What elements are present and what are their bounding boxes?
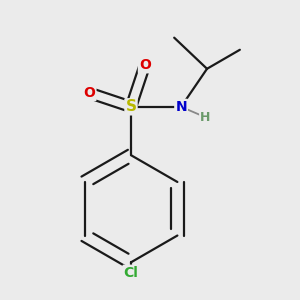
Text: H: H <box>200 111 211 124</box>
Text: S: S <box>125 99 136 114</box>
Text: O: O <box>84 86 95 100</box>
Text: Cl: Cl <box>124 266 138 280</box>
Text: N: N <box>175 100 187 114</box>
Text: O: O <box>139 58 151 72</box>
